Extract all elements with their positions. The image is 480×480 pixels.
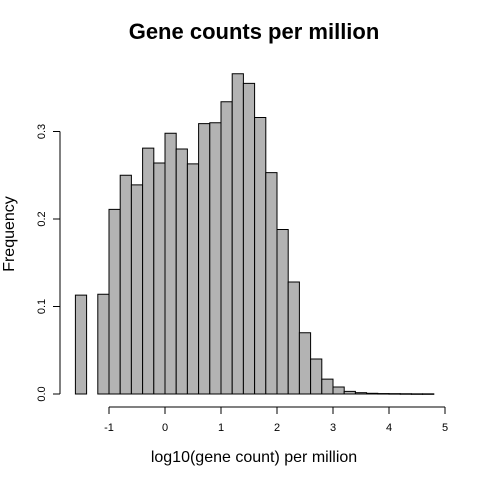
histogram-bar [410, 393, 424, 395]
histogram-bar [321, 378, 334, 395]
x-tick-label: 1 [218, 422, 224, 434]
y-axis-label: Frequency [1, 196, 18, 272]
bars-group [74, 73, 435, 395]
histogram-bar [220, 101, 233, 395]
x-tick-label: 3 [330, 422, 336, 434]
histogram-bar [310, 358, 323, 395]
histogram-bar [287, 281, 300, 395]
x-axis: -1 0 1 2 3 4 5 [104, 406, 448, 434]
histogram-bar [108, 208, 121, 395]
histogram-bar [343, 390, 356, 395]
histogram-bar [74, 294, 88, 395]
histogram-bar [186, 163, 200, 395]
y-axis: 0.0 0.1 0.2 0.3 [36, 124, 61, 402]
y-tick-label: 0.3 [36, 124, 48, 139]
x-tick-label: 4 [386, 422, 392, 434]
y-tick-label: 0.1 [36, 299, 48, 314]
x-tick-label: 5 [442, 422, 448, 434]
histogram-bar [242, 82, 256, 395]
x-tick-label: 0 [162, 422, 168, 434]
histogram-bar [198, 123, 211, 395]
histogram-bar [97, 293, 110, 395]
histogram-bar [377, 393, 390, 395]
histogram-bar [119, 174, 132, 395]
histogram-bar [298, 332, 312, 395]
histogram-bar [142, 147, 155, 395]
histogram-bar [276, 229, 289, 395]
histogram-bar [164, 132, 177, 395]
histogram-bar [422, 393, 435, 395]
x-tick-label: 2 [274, 422, 280, 434]
y-tick-label: 0.2 [36, 211, 48, 226]
histogram-bar [254, 117, 267, 395]
histogram-bar [130, 184, 144, 395]
histogram-bar [332, 386, 345, 395]
histogram-bar [209, 122, 222, 395]
x-axis-label: log10(gene count) per million [151, 449, 357, 466]
histogram-bar [388, 393, 401, 395]
histogram-bar [153, 162, 166, 395]
x-tick-label: -1 [104, 422, 114, 434]
histogram-bar [175, 148, 188, 395]
histogram-bar [399, 393, 412, 395]
histogram-bar [265, 172, 278, 395]
chart-title: Gene counts per million [129, 19, 380, 44]
histogram-bar [354, 392, 368, 395]
histogram-bar [366, 392, 379, 395]
y-tick-label: 0.0 [36, 386, 48, 401]
histogram-bar [231, 73, 244, 395]
